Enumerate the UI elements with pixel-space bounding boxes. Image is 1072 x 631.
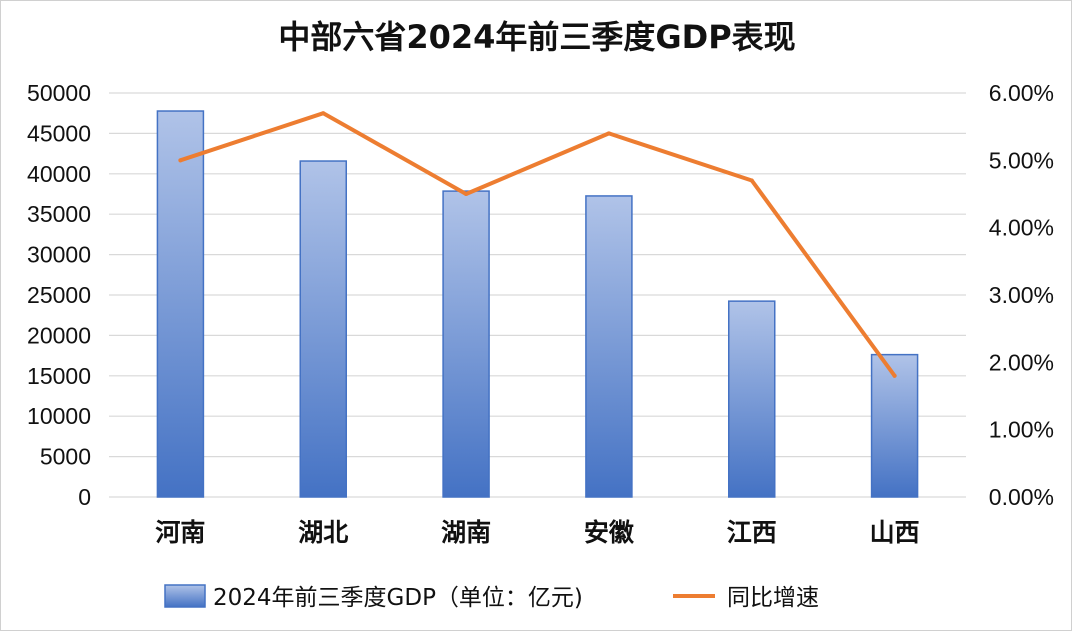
left-tick-label: 20000: [27, 322, 91, 348]
left-tick-label: 10000: [27, 403, 91, 429]
category-labels: 河南 湖北 湖南 安徽 江西 山西: [155, 518, 919, 547]
line-point: [464, 192, 469, 196]
line-series: [178, 111, 897, 378]
line-point: [892, 373, 897, 378]
left-tick-label: 45000: [27, 120, 91, 146]
legend-bar-label: 2024年前三季度GDP（单位：亿元): [213, 585, 583, 611]
bar: [585, 195, 633, 498]
left-tick-label: 40000: [27, 161, 91, 187]
bar: [728, 300, 776, 498]
left-tick-label: 15000: [27, 363, 91, 389]
legend-bar-swatch: [164, 584, 206, 608]
right-tick-label: 4.00%: [989, 215, 1054, 241]
category-label: 江西: [727, 518, 777, 547]
legend-line-label: 同比增速: [727, 585, 819, 611]
left-tick-label: 35000: [27, 201, 91, 227]
right-tick-label: 2.00%: [989, 349, 1054, 375]
bar: [442, 190, 490, 498]
line-point: [606, 131, 611, 136]
left-tick-label: 0: [78, 484, 91, 510]
category-label: 湖北: [298, 518, 348, 547]
left-tick-label: 30000: [27, 242, 91, 268]
gridlines: [109, 92, 966, 498]
legend: 2024年前三季度GDP（单位：亿元) 同比增速: [164, 584, 819, 611]
right-tick-label: 6.00%: [989, 80, 1054, 106]
category-label: 湖南: [441, 518, 491, 547]
left-tick-label: 50000: [27, 80, 91, 106]
line-point: [749, 178, 754, 183]
right-tick-label: 0.00%: [989, 484, 1054, 510]
category-label: 河南: [155, 518, 205, 547]
growth-line: [178, 111, 897, 378]
bar: [299, 160, 347, 498]
line-point: [178, 158, 183, 163]
right-tick-label: 1.00%: [989, 417, 1054, 443]
left-tick-label: 5000: [40, 444, 91, 470]
left-axis-ticks: 0 5000 10000 15000 20000 25000 30000 35000 40000…: [27, 80, 91, 510]
bar-series: [156, 110, 919, 498]
right-tick-label: 5.00%: [989, 147, 1054, 173]
right-axis-ticks: 0.00% 1.00% 2.00% 3.00% 4.00% 5.00% 6.00%: [989, 80, 1054, 510]
chart-title: 中部六省2024年前三季度GDP表现: [278, 18, 795, 56]
left-tick-label: 25000: [27, 282, 91, 308]
right-tick-label: 3.00%: [989, 282, 1054, 308]
category-label: 山西: [870, 518, 920, 547]
category-label: 安徽: [584, 518, 635, 547]
bar: [870, 353, 919, 498]
line-point: [321, 111, 326, 116]
bar: [156, 110, 205, 498]
